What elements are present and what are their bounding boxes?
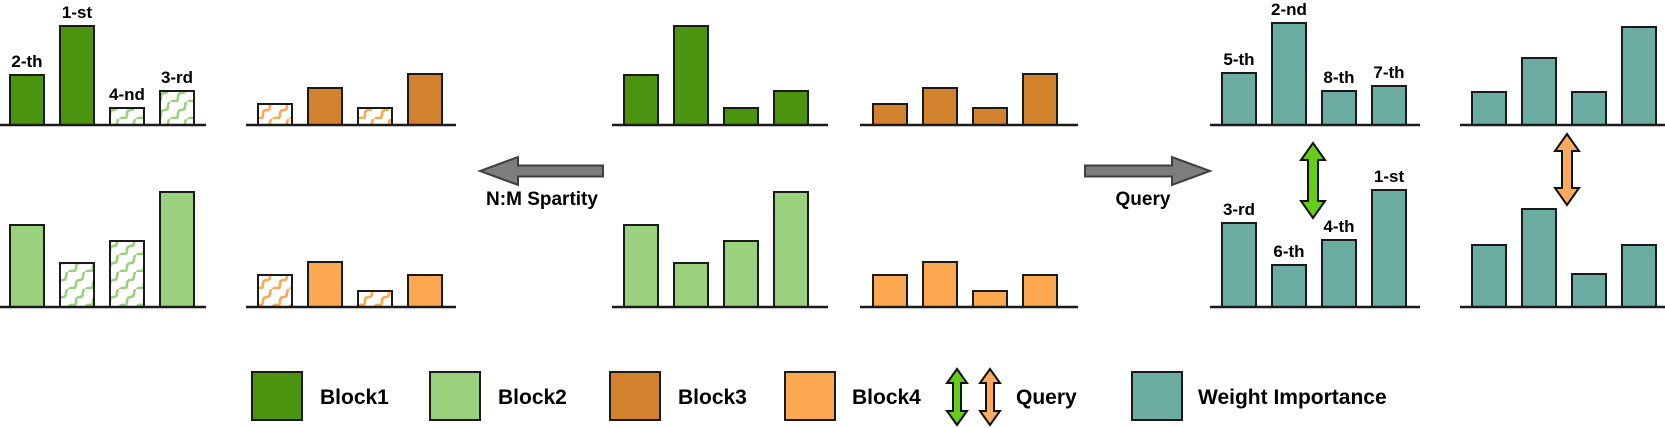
- bar-group-block2-dense: [612, 191, 828, 309]
- legend-swatch-block4: [784, 371, 836, 421]
- bar-group-importance-bottom-ranked: 3-rd 6-th 4-th 1-st: [1210, 167, 1420, 309]
- bar-rank-label: 4-th: [1323, 217, 1354, 236]
- legend-swatch-block1: [251, 371, 303, 421]
- bar-group-block3-dense: [860, 73, 1078, 127]
- bar: [307, 261, 343, 308]
- bar: [1022, 274, 1058, 308]
- bar-pruned: [257, 274, 293, 308]
- bar-pruned: [357, 107, 393, 126]
- bar: [673, 25, 709, 126]
- bar-pruned: [109, 240, 145, 308]
- bar: [59, 25, 95, 126]
- bar: [723, 240, 759, 308]
- legend-label-block4: Block4: [852, 386, 921, 409]
- legend-label-block3: Block3: [678, 386, 747, 409]
- bar: [1571, 91, 1607, 126]
- bar-rank-label: 2-nd: [1271, 0, 1307, 19]
- bar: [9, 224, 45, 308]
- bar: [1321, 239, 1357, 308]
- bar: [407, 73, 443, 126]
- bar: [1621, 26, 1657, 126]
- bar: [623, 74, 659, 126]
- legend-query-arrow-green-icon: [945, 367, 969, 427]
- bar-groups-layer: 2-th 1-st 4-nd 3-rd 5-th 2-nd 8-th 7-th 3-rd 6-th…: [0, 0, 1665, 309]
- bar-rank-label: 3-rd: [1223, 200, 1255, 219]
- bar: [972, 107, 1008, 126]
- bar-rank-label: 7-th: [1373, 63, 1404, 82]
- nm-sparsity-flow: N:M Spartity: [477, 155, 604, 210]
- bar: [623, 224, 659, 308]
- right-arrow-icon: [1084, 155, 1213, 187]
- bar-pruned: [59, 262, 95, 308]
- bar: [872, 274, 908, 308]
- bar: [773, 191, 809, 308]
- bar: [872, 103, 908, 126]
- query-updown-arrow-green-icon: [1299, 141, 1327, 220]
- query-updown-arrow-orange-icon: [1553, 132, 1581, 207]
- legend-query-arrow-orange-icon: [978, 367, 1002, 427]
- bar-group-importance-top-ranked: 5-th 2-nd 8-th 7-th: [1210, 0, 1420, 127]
- bar-rank-label: 1-st: [1374, 167, 1405, 186]
- bar-group-importance-bottom-right: [1460, 208, 1665, 309]
- bar: [1521, 208, 1557, 308]
- bar: [972, 290, 1008, 308]
- bar-pruned: [109, 107, 145, 126]
- bar: [1371, 85, 1407, 126]
- bar-pruned: [357, 290, 393, 308]
- legend-swatch-block3: [609, 371, 661, 421]
- bar-group-block1-dense: [612, 25, 828, 127]
- bar: [673, 262, 709, 308]
- bar-group-block4-sparse: [246, 261, 456, 309]
- bar: [159, 191, 195, 308]
- bar-group-importance-top-right: [1460, 26, 1665, 127]
- legend-label-block2: Block2: [498, 386, 567, 409]
- legend-swatch-block2: [429, 371, 481, 421]
- bar: [1022, 73, 1058, 126]
- bar-pruned: [257, 103, 293, 126]
- bar: [407, 274, 443, 308]
- legend-label-query: Query: [1016, 386, 1077, 409]
- bar-rank-label: 8-th: [1323, 68, 1354, 87]
- bar-rank-label: 3-rd: [161, 68, 193, 87]
- legend: Block1 Block2 Block3 Block4 Query Weight…: [251, 367, 1387, 427]
- bar-rank-label: 2-th: [11, 52, 42, 71]
- bar: [1371, 189, 1407, 308]
- legend-label-block1: Block1: [320, 386, 389, 409]
- bar: [922, 87, 958, 126]
- bar: [723, 107, 759, 126]
- query-flow: Query: [1084, 155, 1213, 210]
- bar: [1271, 264, 1307, 308]
- bar-rank-label: 6-th: [1273, 242, 1304, 261]
- bar-rank-label: 5-th: [1223, 50, 1254, 69]
- bar-group-block3-sparse: [246, 73, 456, 127]
- bar-rank-label: 4-nd: [109, 85, 145, 104]
- bar: [773, 90, 809, 126]
- bar-group-block1-sparse: 2-th 1-st 4-nd 3-rd: [0, 3, 206, 127]
- bar: [9, 74, 45, 126]
- nm-sparsity-label: N:M Spartity: [486, 189, 598, 210]
- bar-rank-label: 1-st: [62, 3, 93, 22]
- bar: [1471, 91, 1507, 126]
- bar: [1621, 244, 1657, 308]
- bar-group-block4-dense: [860, 261, 1078, 309]
- left-arrow-icon: [477, 155, 604, 187]
- bar: [1471, 244, 1507, 308]
- bar: [1221, 222, 1257, 308]
- legend-label-weight-importance: Weight Importance: [1198, 386, 1387, 409]
- bar-pruned: [159, 90, 195, 126]
- legend-swatch-weight-importance: [1131, 371, 1183, 421]
- bar-group-block2-sparse: [0, 191, 206, 309]
- bar: [1321, 90, 1357, 126]
- bar: [307, 87, 343, 126]
- bar: [1571, 273, 1607, 308]
- query-flow-label: Query: [1116, 189, 1171, 210]
- bar: [1521, 57, 1557, 126]
- bar: [1221, 72, 1257, 126]
- bar: [1271, 22, 1307, 126]
- bar: [922, 261, 958, 308]
